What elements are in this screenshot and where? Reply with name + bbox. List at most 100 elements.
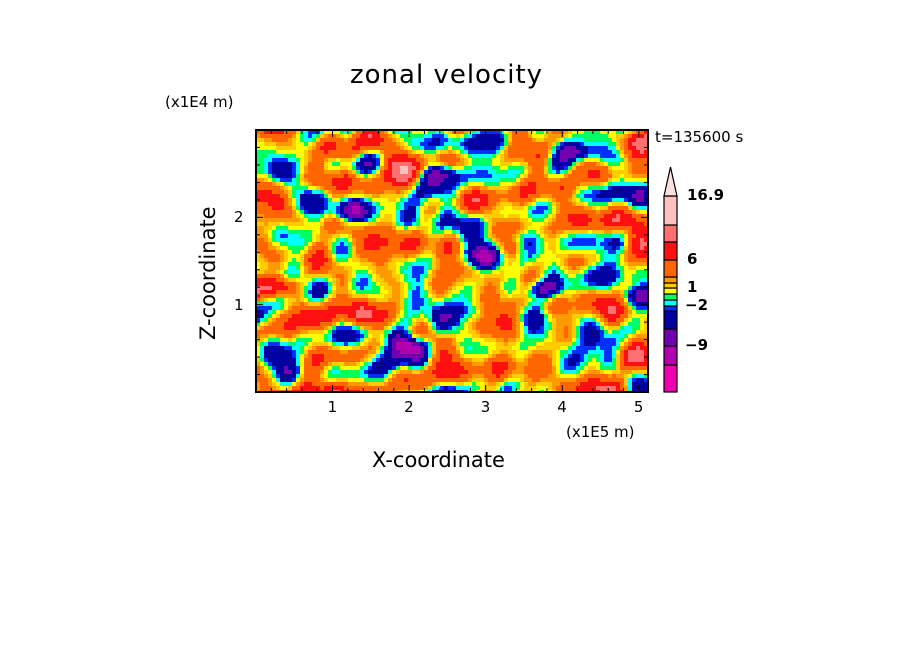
contour-cell — [528, 194, 532, 198]
contour-cell — [376, 182, 380, 186]
contour-cell — [432, 310, 436, 314]
contour-cell — [384, 234, 388, 238]
contour-cell — [568, 162, 572, 166]
contour-cell — [312, 162, 316, 166]
contour-cell — [284, 182, 288, 186]
contour-cell — [376, 218, 380, 222]
contour-cell — [528, 310, 532, 314]
contour-cell — [596, 278, 600, 282]
contour-cell — [348, 142, 352, 146]
contour-cell — [544, 210, 548, 214]
contour-cell — [524, 266, 528, 270]
contour-cell — [580, 222, 584, 226]
contour-cell — [600, 330, 604, 334]
contour-cell — [640, 190, 644, 194]
contour-cell — [500, 194, 504, 198]
contour-cell — [316, 162, 320, 166]
contour-cell — [448, 246, 452, 250]
contour-cell — [520, 230, 524, 234]
contour-cell — [488, 214, 492, 218]
contour-cell — [588, 294, 592, 298]
contour-cell — [396, 294, 400, 298]
contour-cell — [348, 294, 352, 298]
contour-cell — [508, 266, 512, 270]
contour-cell — [360, 146, 364, 150]
contour-cell — [512, 158, 516, 162]
contour-cell — [392, 234, 396, 238]
contour-cell — [392, 186, 396, 190]
contour-cell — [636, 150, 640, 154]
contour-cell — [472, 258, 476, 262]
contour-cell — [636, 190, 640, 194]
contour-cell — [560, 162, 564, 166]
contour-cell — [316, 262, 320, 266]
contour-cell — [348, 194, 352, 198]
contour-cell — [604, 250, 608, 254]
contour-cell — [624, 226, 628, 230]
contour-cell — [472, 250, 476, 254]
contour-cell — [400, 174, 404, 178]
contour-cell — [564, 314, 568, 318]
contour-cell — [332, 274, 336, 278]
contour-cell — [500, 158, 504, 162]
contour-cell — [408, 190, 412, 194]
contour-cell — [504, 170, 508, 174]
contour-cell — [540, 134, 544, 138]
contour-cell — [604, 258, 608, 262]
contour-cell — [520, 322, 524, 326]
contour-cell — [588, 182, 592, 186]
contour-cell — [444, 330, 448, 334]
contour-cell — [472, 314, 476, 318]
contour-cell — [320, 226, 324, 230]
contour-cell — [584, 202, 588, 206]
contour-cell — [264, 150, 268, 154]
contour-cell — [356, 298, 360, 302]
contour-cell — [432, 278, 436, 282]
contour-cell — [600, 182, 604, 186]
contour-cell — [312, 138, 316, 142]
contour-cell — [304, 302, 308, 306]
contour-cell — [336, 326, 340, 330]
contour-cell — [620, 194, 624, 198]
contour-cell — [404, 138, 408, 142]
contour-cell — [364, 174, 368, 178]
contour-cell — [512, 230, 516, 234]
contour-cell — [612, 146, 616, 150]
contour-cell — [456, 306, 460, 310]
contour-cell — [576, 242, 580, 246]
contour-cell — [512, 218, 516, 222]
contour-cell — [476, 298, 480, 302]
contour-cell — [256, 154, 260, 158]
contour-cell — [448, 194, 452, 198]
contour-cell — [404, 190, 408, 194]
contour-cell — [352, 218, 356, 222]
contour-cell — [564, 158, 568, 162]
contour-cell — [356, 274, 360, 278]
contour-cell — [268, 262, 272, 266]
contour-cell — [440, 226, 444, 230]
contour-cell — [568, 174, 572, 178]
contour-cell — [316, 194, 320, 198]
contour-cell — [464, 186, 468, 190]
contour-cell — [380, 154, 384, 158]
contour-cell — [492, 178, 496, 182]
contour-cell — [492, 270, 496, 274]
contour-cell — [452, 190, 456, 194]
contour-cell — [312, 146, 316, 150]
contour-cell — [304, 138, 308, 142]
contour-cell — [444, 150, 448, 154]
contour-cell — [336, 322, 340, 326]
contour-cell — [288, 206, 292, 210]
contour-cell — [464, 166, 468, 170]
contour-cell — [288, 250, 292, 254]
contour-cell — [404, 198, 408, 202]
contour-cell — [600, 234, 604, 238]
contour-cell — [260, 154, 264, 158]
contour-cell — [260, 274, 264, 278]
contour-cell — [588, 246, 592, 250]
contour-cell — [548, 134, 552, 138]
contour-cell — [508, 186, 512, 190]
contour-cell — [484, 262, 488, 266]
contour-cell — [548, 318, 552, 322]
contour-cell — [528, 278, 532, 282]
